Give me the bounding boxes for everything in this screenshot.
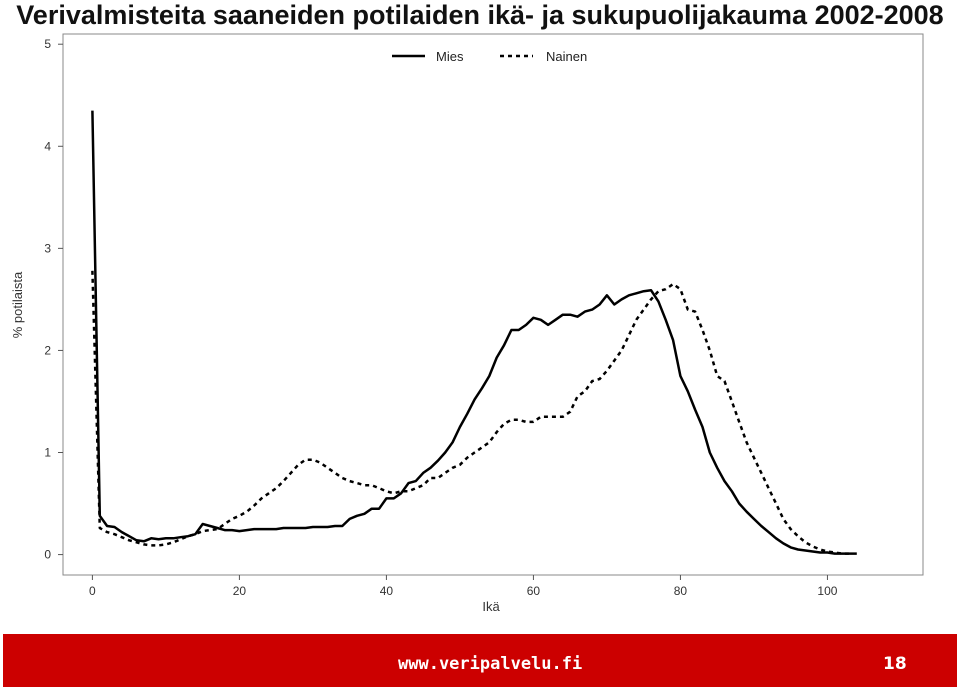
y-tick-label-1: 1 — [44, 446, 51, 460]
chart-title: Verivalmisteita saaneiden potilaiden ikä… — [16, 0, 944, 30]
x-tick-label-1: 20 — [233, 584, 247, 598]
series-line-mies — [91, 110, 857, 555]
legend: Mies Nainen — [392, 49, 587, 64]
axes: 0 1 2 3 4 5 0 20 40 60 80 100 — [44, 37, 837, 598]
legend-label-mies: Mies — [436, 49, 464, 64]
series-line-nainen — [91, 270, 850, 555]
y-tick-label-3: 3 — [44, 241, 51, 255]
y-tick-label-4: 4 — [44, 139, 51, 153]
y-tick-label-2: 2 — [44, 343, 51, 357]
y-tick-label-0: 0 — [44, 548, 51, 562]
footer-url[interactable]: www.veripalvelu.fi — [398, 654, 583, 674]
y-tick-label-5: 5 — [44, 37, 51, 51]
series-layer — [91, 110, 857, 555]
x-tick-label-0: 0 — [89, 584, 96, 598]
legend-label-nainen: Nainen — [546, 49, 587, 64]
x-tick-label-4: 80 — [674, 584, 688, 598]
line-chart: 0 1 2 3 4 5 0 20 40 60 80 100 Mies Nainen Ikä % pot… — [10, 33, 924, 614]
x-tick-label-5: 100 — [817, 584, 837, 598]
page-number: 18 — [883, 654, 907, 674]
plot-frame — [62, 33, 924, 576]
x-tick-label-2: 40 — [380, 584, 394, 598]
y-axis-label: % potilaista — [10, 271, 25, 338]
x-tick-label-3: 60 — [527, 584, 541, 598]
footer-bar: www.veripalvelu.fi 18 — [3, 634, 957, 687]
x-axis-label: Ikä — [482, 599, 500, 614]
